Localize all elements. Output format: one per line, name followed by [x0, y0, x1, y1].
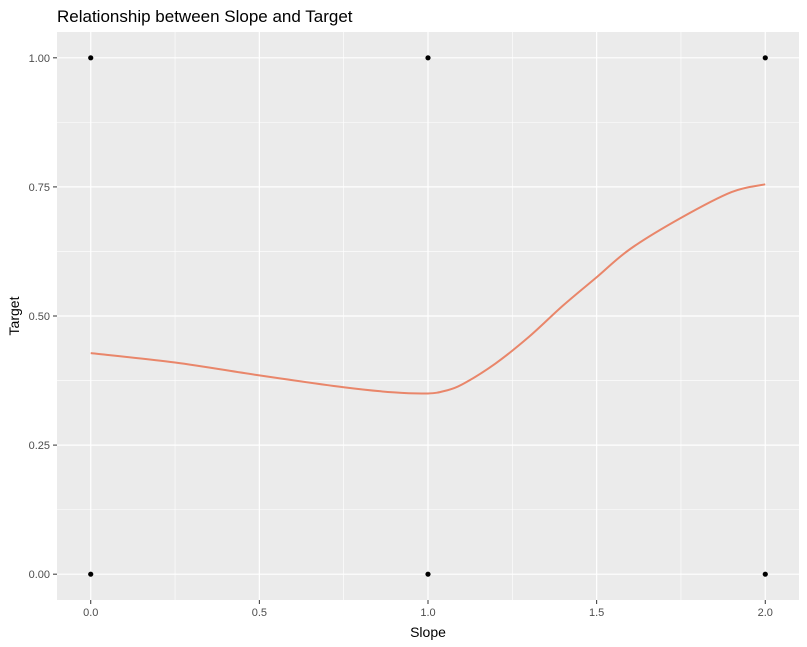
y-tick-label: 0.00 — [29, 569, 50, 581]
x-axis: 0.0 0.5 1.0 1.5 2.0 — [83, 600, 773, 619]
data-point — [88, 571, 94, 577]
data-point — [88, 55, 94, 61]
y-axis-title: Target — [6, 296, 22, 335]
y-axis: 0.00 0.25 0.50 0.75 1.00 — [29, 53, 57, 581]
chart-title: Relationship between Slope and Target — [57, 7, 353, 26]
y-tick-label: 0.25 — [29, 440, 50, 452]
x-axis-title: Slope — [410, 624, 446, 640]
x-tick-label: 1.5 — [589, 607, 604, 619]
y-tick-label: 0.75 — [29, 182, 50, 194]
x-tick-label: 0.0 — [83, 607, 98, 619]
smooth-line — [90, 183, 766, 395]
data-point — [762, 571, 768, 577]
x-tick-label: 1.0 — [420, 607, 435, 619]
series-points — [88, 55, 768, 577]
x-tick-label: 0.5 — [252, 607, 267, 619]
data-point — [425, 55, 431, 61]
y-tick-label: 0.50 — [29, 311, 50, 323]
data-point — [425, 571, 431, 577]
x-tick-label: 2.0 — [758, 607, 773, 619]
series-line — [90, 183, 766, 395]
data-point — [762, 55, 768, 61]
y-tick-label: 1.00 — [29, 53, 50, 65]
